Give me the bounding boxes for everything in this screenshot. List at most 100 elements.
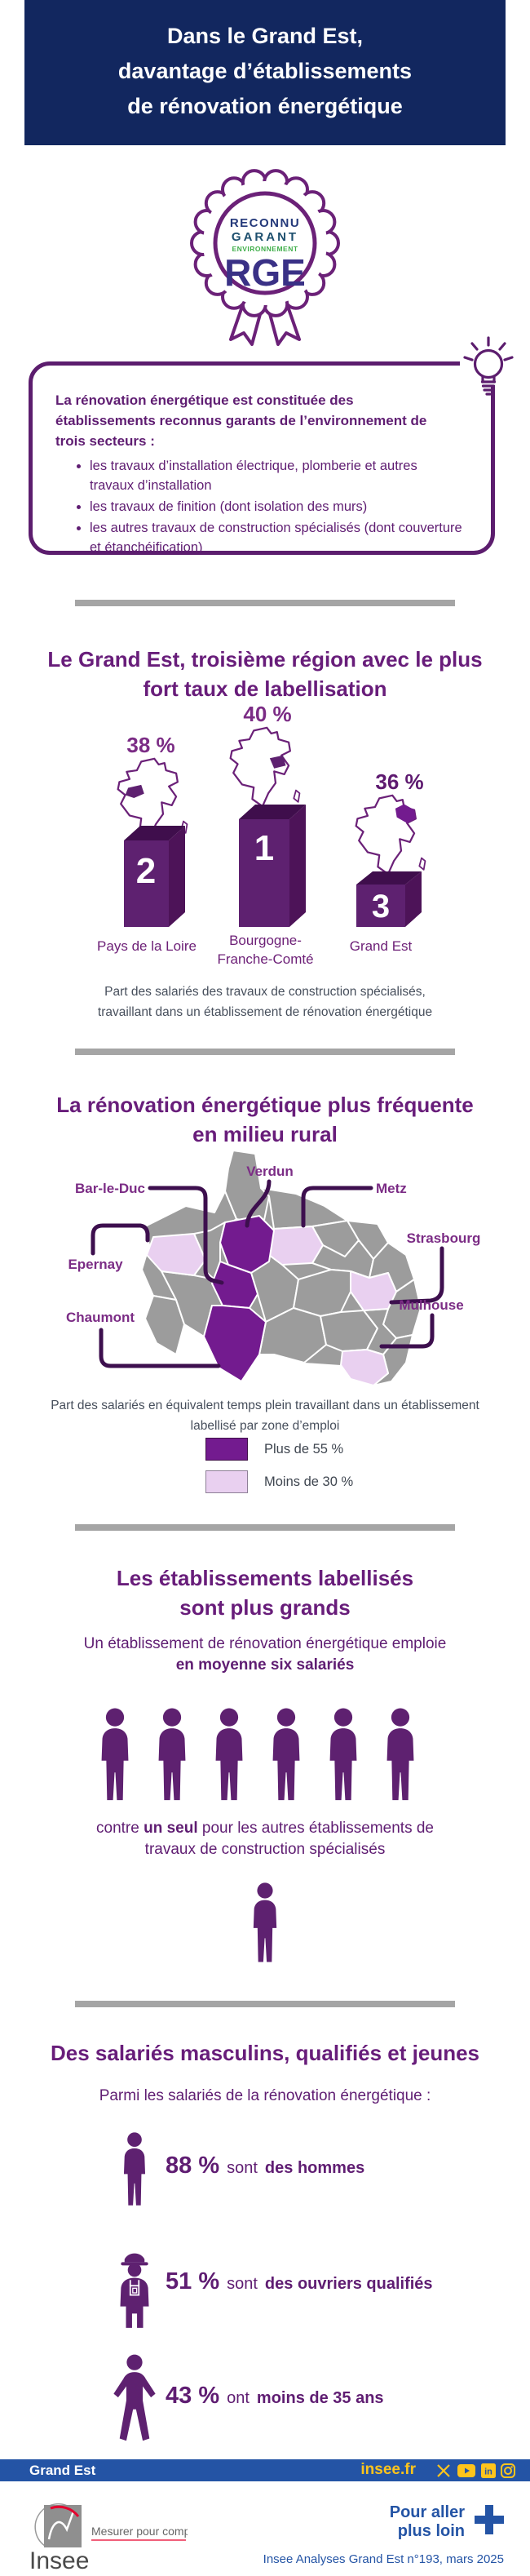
publication-reference: Insee Analyses Grand Est n°193, mars 202… [263, 2552, 504, 2566]
page-title-line2: davantage d’établissements [117, 59, 413, 83]
single-person-icon [245, 1878, 285, 1968]
x-twitter-icon[interactable] [436, 2463, 451, 2478]
person-icon [148, 1707, 196, 1803]
section1-caption: Part des salariés des travaux de constru… [0, 982, 530, 1022]
value-pays-de-la-loire: 38 % [126, 733, 175, 757]
legend-label-low: Moins de 30 % [264, 1474, 354, 1489]
stat-jeunes-bold: moins de 35 ans [256, 2389, 384, 2407]
section4-title: Des salariés masculins, qualifiés et jeu… [50, 2041, 480, 2065]
stat-hommes-mid: sont [227, 2159, 258, 2177]
section-divider [75, 1524, 455, 1531]
rank-bourgogne-franche-comte: 1 [254, 828, 274, 868]
section1-title: Le Grand Est, troisième région avec le p… [0, 645, 530, 703]
zone-mulhouse [340, 1349, 389, 1386]
pour-aller-plus-loin: Pour aller plus loin [302, 2503, 465, 2541]
section2-title-line1: La rénovation énergétique plus fréquente [56, 1093, 474, 1117]
more-line2: plus loin [397, 2522, 465, 2540]
section-divider [75, 1049, 455, 1055]
city-label-epernay: Epernay [68, 1257, 123, 1272]
section1-title-line1: Le Grand Est, troisième région avec le p… [47, 647, 483, 672]
section1-caption-line1: Part des salariés des travaux de constru… [104, 985, 426, 999]
stat-ouvriers-mid: sont [227, 2275, 258, 2293]
legend-item-low: Moins de 30 % [205, 1470, 353, 1493]
city-label-verdun: Verdun [246, 1164, 294, 1179]
insee-logo-text: Insee [29, 2547, 89, 2574]
definition-intro: La rénovation énergétique est constituée… [55, 392, 427, 449]
bar-bourgogne-franche-comte: 1 [239, 805, 306, 927]
definition-box: La rénovation énergétique est constituée… [29, 361, 495, 555]
city-label-strasbourg: Strasbourg [406, 1230, 481, 1246]
section-divider [75, 2001, 455, 2007]
stat-ouvriers-value: 51 % [166, 2268, 220, 2294]
plus-icon [475, 2505, 504, 2534]
label-pays-de-la-loire: Pays de la Loire [97, 938, 197, 954]
section1-caption-line2: travaillant dans un établissement de rén… [97, 1005, 433, 1019]
section2-caption-line1: Part des salariés en équivalent temps pl… [51, 1399, 479, 1412]
rge-badge-icon: RECONNU GARANT ENVIRONNEMENT RGE [190, 169, 340, 346]
section3-title-line2: sont plus grands [179, 1595, 351, 1620]
stat-ouvriers-bold: des ouvriers qualifiés [264, 2275, 433, 2293]
section1-title-line2: fort taux de labellisation [143, 676, 387, 701]
definition-item: les travaux d’installation électrique, p… [90, 456, 465, 495]
insee-logo: Insee Mesurer pour comprendre [29, 2503, 188, 2574]
insee-tagline: Mesurer pour comprendre [91, 2525, 188, 2538]
stat-ouvriers: 51 % sont des ouvriers qualifiés [166, 2268, 433, 2295]
section-divider [75, 600, 455, 606]
worker-icon [112, 2242, 157, 2332]
section3-title-line1: Les établissements labellisés [116, 1566, 414, 1590]
person-icon [91, 1707, 139, 1803]
value-bourgogne-franche-comte: 40 % [243, 702, 292, 726]
section3-text-line1: Un établissement de rénovation énergétiq… [83, 1635, 447, 1652]
person-icon [263, 1707, 310, 1803]
value-grand-est: 36 % [375, 769, 424, 794]
zone-chaumont [203, 1305, 267, 1382]
linkedin-icon[interactable]: in [481, 2463, 496, 2478]
zone-verdun [219, 1215, 275, 1274]
section2-title-line2: en milieu rural [192, 1122, 338, 1146]
insee-fr-link[interactable]: insee.fr [360, 2461, 416, 2478]
contre-post: pour les autres établissements de travau… [144, 1820, 434, 1858]
city-label-metz: Metz [376, 1181, 407, 1196]
stat-jeunes-mid: ont [227, 2389, 250, 2407]
stat-hommes-bold: des hommes [264, 2159, 365, 2177]
young-person-icon [108, 2353, 161, 2445]
contre-pre: contre [96, 1820, 144, 1837]
youtube-icon[interactable] [457, 2463, 475, 2478]
rank-grand-est: 3 [372, 889, 390, 924]
section4-intro: Parmi les salariés de la rénovation éner… [99, 2087, 431, 2104]
grand-est-choropleth-map [141, 1150, 422, 1386]
legend-label-high: Plus de 55 % [264, 1441, 344, 1456]
france-map-pays-de-la-loire-icon [114, 757, 192, 839]
city-label-mulhouse: Mulhouse [399, 1297, 464, 1313]
lightbulb-icon [460, 335, 517, 396]
section3-text-line2: en moyenne six salariés [175, 1656, 355, 1674]
person-icon [320, 1707, 367, 1803]
definition-item: les autres travaux de construction spéci… [90, 518, 465, 557]
person-icon [205, 1707, 253, 1803]
page-title-banner: Dans le Grand Est, davantage d’établisse… [24, 0, 506, 145]
six-employees-pictogram [91, 1707, 424, 1803]
bar-grand-est: 3 [356, 871, 422, 927]
stat-hommes-value: 88 % [166, 2153, 220, 2179]
legend-swatch-low [205, 1470, 248, 1493]
definition-list: les travaux d’installation électrique, p… [55, 456, 466, 557]
section3-title: Les établissements labellisés sont plus … [0, 1563, 530, 1622]
contre-bold: un seul [144, 1820, 198, 1837]
stat-jeunes: 43 % ont moins de 35 ans [166, 2383, 384, 2410]
badge-text-rge: RGE [224, 251, 306, 294]
label-bourgogne-franche-comte: Bourgogne-Franche-Comté [217, 933, 314, 967]
zone-epernay [146, 1233, 206, 1276]
instagram-icon[interactable] [501, 2463, 515, 2478]
city-label-chaumont: Chaumont [65, 1310, 135, 1325]
definition-item: les travaux de finition (dont isolation … [90, 497, 466, 517]
footer-bar: Grand Est insee.fr in [0, 2459, 530, 2481]
france-map-grand-est-icon [352, 794, 430, 876]
man-icon [116, 2126, 153, 2213]
section2-title: La rénovation énergétique plus fréquente… [0, 1090, 530, 1149]
rank-pays-de-la-loire: 2 [136, 851, 156, 891]
footer-region: Grand Est [29, 2463, 96, 2478]
france-map-bourgogne-franche-comte-icon [227, 726, 304, 808]
legend-swatch-high [205, 1438, 248, 1461]
more-line1: Pour aller [389, 2503, 465, 2521]
badge-text-garant: GARANT [232, 230, 298, 244]
